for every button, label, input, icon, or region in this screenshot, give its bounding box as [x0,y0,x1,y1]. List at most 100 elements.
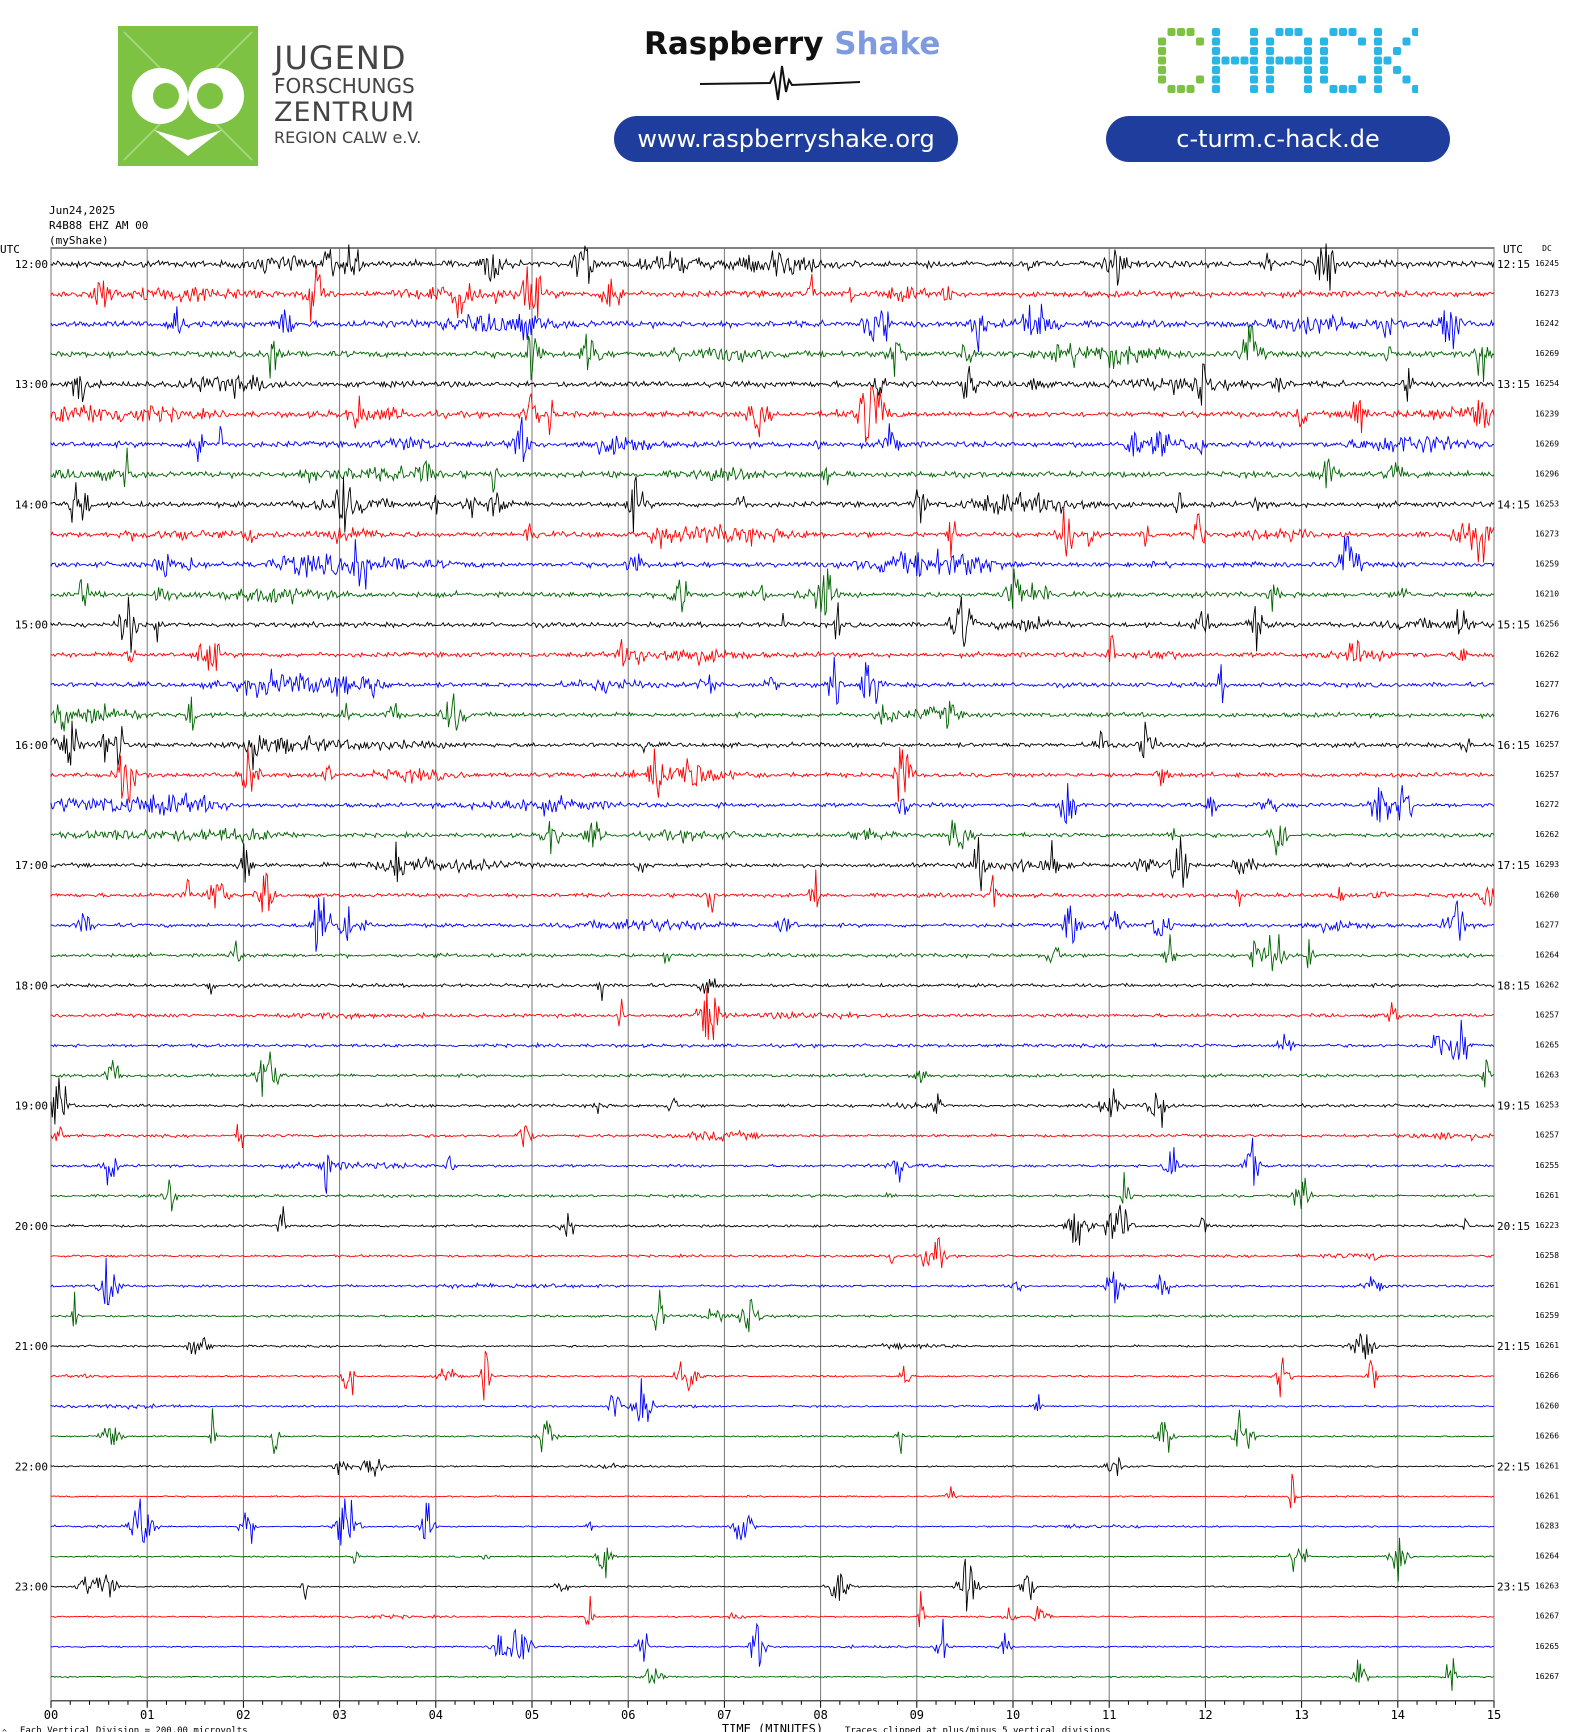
right-hour-label: 12:15 [1497,258,1530,271]
trace-line [50,897,1495,952]
chack-url[interactable]: c-turm.c-hack.de [1106,116,1450,162]
dc-offset-label: 16261 [1535,1341,1559,1350]
trace-line [50,987,1494,1041]
dc-offset-label: 16264 [1535,1552,1559,1561]
right-hour-label: 19:15 [1497,1100,1530,1113]
jfz-org-name: JUGEND FORSCHUNGS ZENTRUM REGION CALW e.… [274,42,421,146]
trace-line [50,1408,1495,1454]
raspberry-shake-url[interactable]: www.raspberryshake.org [614,116,958,162]
trace-line [50,1077,1495,1128]
trace-line [50,506,1495,563]
dc-offset-label: 16259 [1535,560,1559,569]
trace-line [50,596,1495,653]
left-hour-label: 22:00 [15,1460,48,1473]
jfz-line2: FORSCHUNGS [274,74,415,98]
right-hour-label: 15:15 [1497,619,1530,632]
x-tick-label: 06 [621,1708,635,1722]
dc-offset-label: 16260 [1535,1401,1559,1410]
dc-offset-label: 16259 [1535,1311,1559,1320]
trace-line [50,1558,1495,1612]
trace-line [50,1257,1494,1306]
x-tick-label: 03 [332,1708,346,1722]
dc-offset-label: 16273 [1535,530,1559,539]
dc-offset-label: 16265 [1535,1642,1559,1651]
trace-line [50,1618,1495,1667]
dc-offset-label: 16256 [1535,620,1559,629]
left-hour-label: 12:00 [15,258,48,271]
header: JUGEND FORSCHUNGS ZENTRUM REGION CALW e.… [0,0,1570,200]
dc-offset-label: 16263 [1535,1582,1559,1591]
dc-offset-label: 16242 [1535,319,1559,328]
trace-line [50,693,1495,732]
dc-offset-label: 16266 [1535,1431,1559,1440]
left-hour-label: 19:00 [15,1100,48,1113]
right-hour-label: 23:15 [1497,1581,1530,1594]
dc-offset-label: 16210 [1535,590,1559,599]
trace-line [50,1591,1495,1628]
trace-line [50,1172,1495,1212]
plot-frame [50,247,1495,1702]
x-tick-label: 05 [525,1708,539,1722]
trace-line [50,1473,1495,1509]
x-tick-label: 11 [1102,1708,1116,1722]
dc-offset-label: 16267 [1535,1612,1559,1621]
dc-offset-label: 16261 [1535,1461,1559,1470]
left-hour-label: 21:00 [15,1340,48,1353]
dc-offset-label: 16223 [1535,1221,1559,1230]
trace-line [50,1019,1495,1061]
right-hour-label: 20:15 [1497,1220,1530,1233]
trace-line [50,1289,1495,1333]
trace-line [50,1236,1495,1269]
station-info: Jun24,2025 R4B88 EHZ AM 00 (myShake) [49,203,148,248]
trace-line [50,1204,1495,1246]
left-hour-label: 17:00 [15,859,48,872]
corner-mark: ^ [2,1728,7,1732]
dc-offset-label: 16262 [1535,980,1559,989]
dc-offset-label: 16269 [1535,349,1559,358]
trace-line [50,536,1495,590]
dc-offset-label: 16293 [1535,860,1559,869]
utc-label-right: UTC [1503,243,1523,256]
dc-offset-label: 16277 [1535,680,1559,689]
dc-offset-label: 16253 [1535,1101,1559,1110]
jfz-line1: JUGEND [274,39,407,77]
x-tick-label: 07 [717,1708,731,1722]
seismic-traces [50,243,1495,1691]
trace-line [50,476,1495,533]
left-hour-label: 13:00 [15,378,48,391]
dc-offset-label: 16296 [1535,469,1559,478]
trace-line [50,1658,1495,1691]
jfz-line4: REGION CALW e.V. [274,128,422,147]
trace-date: Jun24,2025 [49,204,116,217]
trace-line [50,634,1495,671]
dc-offset-label: 16258 [1535,1251,1559,1260]
trace-line [50,385,1495,443]
dc-offset-label: 16277 [1535,920,1559,929]
dc-offset-label: 16283 [1535,1522,1559,1531]
left-hour-label: 20:00 [15,1220,48,1233]
dc-offset-label: 16239 [1535,409,1559,418]
trace-line [50,1350,1495,1401]
right-hour-label: 14:15 [1497,498,1530,511]
trace-line [50,934,1495,972]
dc-offset-label: 16267 [1535,1672,1559,1681]
helicorder-plot: 00 01 02 03 04 05 06 07 08 09 10 11 12 13 14 15 16245 162… [0,243,1559,1732]
x-tick-label: 04 [429,1708,443,1722]
trace-line [50,720,1495,771]
x-tick-label: 13 [1294,1708,1308,1722]
x-tick-label: 02 [236,1708,250,1722]
dc-offset-label: 16272 [1535,800,1559,809]
left-hour-label: 23:00 [15,1581,48,1594]
dc-offset-label: 16245 [1535,259,1559,268]
dc-offset-label: 16257 [1535,770,1559,779]
trace-line [50,1137,1495,1194]
dc-offset-label: 16254 [1535,379,1559,388]
right-hour-label: 21:15 [1497,1340,1530,1353]
minute-gridlines [50,247,1495,1708]
trace-line [50,746,1495,804]
dc-offset-label: 16264 [1535,950,1559,959]
trace-line [50,303,1495,353]
right-hour-label: 13:15 [1497,378,1530,391]
trace-line [50,568,1495,616]
x-tick-label: 01 [140,1708,154,1722]
